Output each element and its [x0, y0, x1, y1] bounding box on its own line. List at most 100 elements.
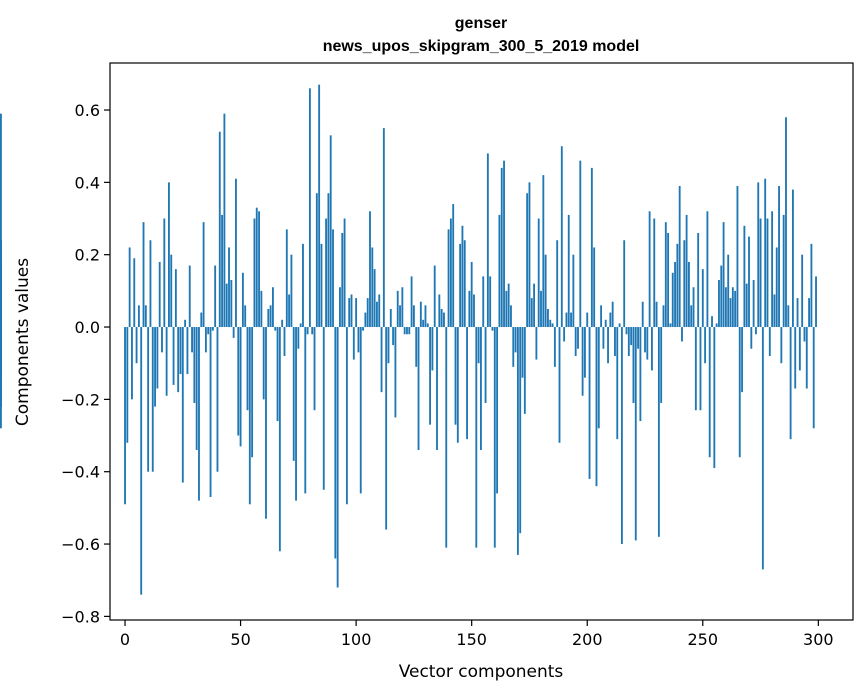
bar-228 [651, 327, 653, 371]
bar-118 [396, 290, 399, 328]
bar-14 [156, 327, 159, 389]
bar-106 [369, 211, 371, 328]
bar-28 [188, 265, 191, 328]
bar-205 [597, 327, 600, 429]
bar-215 [620, 327, 623, 545]
bar-57 [255, 207, 258, 328]
bar-105 [366, 298, 369, 328]
bar-48 [235, 178, 237, 328]
bar-279 [768, 327, 771, 356]
bar-250 [701, 269, 704, 328]
bar-151 [473, 294, 475, 328]
bar-158 [489, 276, 492, 328]
bar-68 [281, 319, 284, 328]
bar-30 [193, 327, 196, 403]
bar-286 [785, 117, 787, 328]
bar-214 [618, 323, 621, 328]
bar-213 [616, 327, 619, 440]
bar-72 [290, 254, 293, 328]
bar-188 [558, 327, 561, 443]
bar-208 [604, 319, 607, 328]
bar-154 [480, 327, 482, 450]
bar-177 [533, 283, 535, 328]
bar-189 [560, 146, 563, 328]
bar-258 [720, 265, 723, 328]
bar-272 [752, 280, 755, 328]
bar-10 [147, 327, 150, 472]
bar-202 [590, 167, 593, 328]
bar-24 [179, 327, 182, 375]
bar-147 [463, 240, 466, 328]
bar-155 [482, 276, 485, 328]
bar-50 [239, 327, 242, 447]
bar-60 [262, 327, 265, 400]
bar-225 [644, 327, 646, 353]
bar-274 [757, 182, 760, 328]
bar-232 [660, 327, 663, 403]
bar-216 [623, 240, 626, 328]
bar-266 [738, 327, 741, 458]
plot-frame [109, 62, 854, 621]
bar-224 [641, 301, 644, 328]
bar-234 [664, 222, 667, 328]
bar-283 [778, 185, 780, 328]
bar-170 [516, 327, 519, 555]
bar-203 [593, 247, 596, 328]
y-tick-label: 0.4 [75, 173, 100, 192]
bar-128 [419, 301, 422, 328]
bar-255 [713, 327, 716, 469]
bar-294 [803, 327, 806, 342]
bar-237 [671, 272, 674, 328]
bar-8 [142, 222, 145, 328]
bar-229 [653, 218, 656, 328]
bar-143 [454, 327, 457, 425]
bar-84 [318, 84, 321, 328]
bar-23 [177, 327, 180, 393]
bar-164 [503, 160, 505, 328]
bar-88 [327, 193, 330, 328]
bar-243 [685, 214, 688, 328]
bar-87 [325, 218, 328, 328]
bar-55 [251, 327, 254, 458]
x-axis-ticks: 0 50 100 150 200 250 300 [120, 620, 834, 649]
bar-81 [311, 327, 314, 335]
bar-282 [775, 247, 778, 328]
bar-284 [780, 327, 783, 364]
bar-242 [683, 240, 686, 328]
bar-199 [583, 327, 586, 378]
bar-98 [350, 294, 353, 328]
bar-248 [697, 232, 700, 328]
bar-47 [232, 327, 235, 338]
x-tick-label: 100 [341, 630, 372, 649]
bar-276 [761, 327, 764, 570]
bar-275 [759, 218, 762, 328]
bar-244 [687, 261, 690, 328]
bar-249 [699, 327, 702, 411]
bar-231 [657, 327, 660, 537]
x-tick-label: 150 [456, 630, 487, 649]
bar-85 [320, 243, 323, 328]
y-tick-label: 0.0 [75, 318, 100, 337]
bar-259 [722, 222, 725, 328]
bar-107 [371, 247, 374, 328]
bar-197 [579, 160, 582, 328]
bar-287 [787, 305, 790, 328]
bar-162 [498, 214, 501, 328]
bar-56 [253, 218, 256, 328]
bar-140 [447, 229, 450, 328]
bar-150 [470, 261, 473, 328]
bar-62 [267, 308, 270, 328]
bar-206 [600, 305, 603, 328]
bar-181 [542, 175, 545, 328]
bar-221 [634, 327, 637, 541]
x-axis-label: Vector components [399, 662, 564, 682]
bar-271 [750, 327, 753, 349]
bar-285 [782, 214, 785, 328]
bar-96 [345, 327, 348, 505]
bar-19 [168, 182, 170, 328]
bar-67 [278, 327, 281, 552]
bar-43 [223, 113, 226, 328]
bar-59 [260, 290, 263, 328]
bar-112 [382, 128, 385, 328]
bar-278 [766, 218, 769, 328]
